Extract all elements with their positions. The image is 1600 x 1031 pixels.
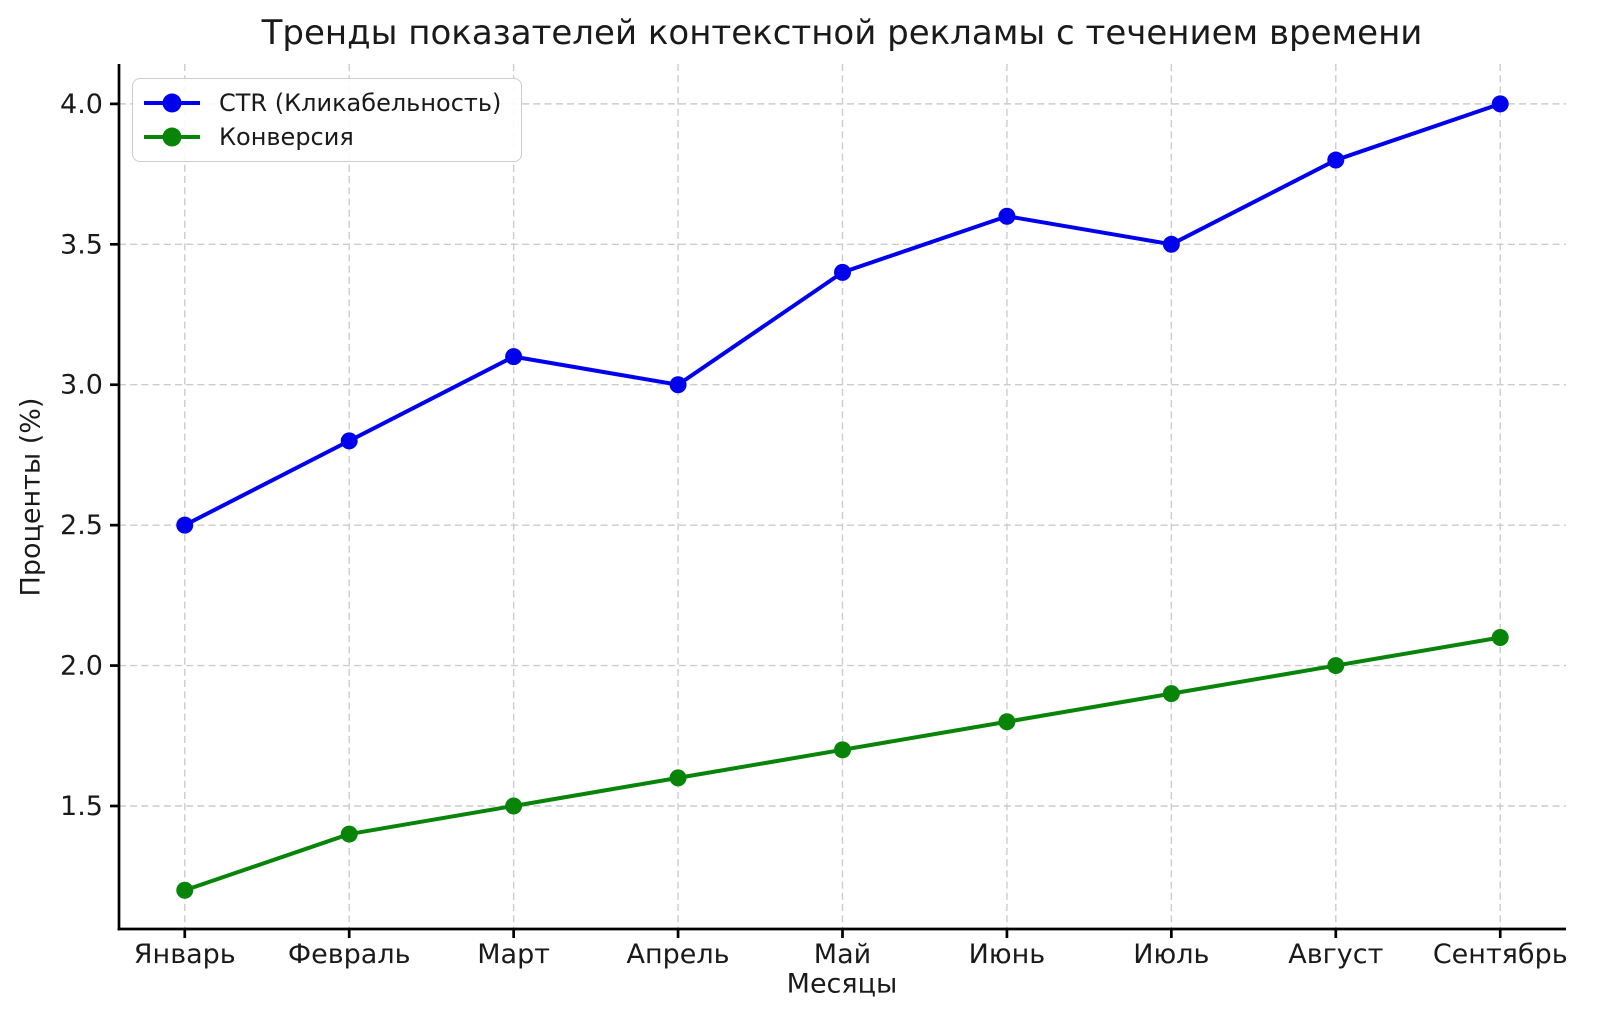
data-point	[1491, 628, 1509, 646]
x-axis-label: Месяцы	[786, 968, 898, 1000]
data-point	[1327, 151, 1345, 169]
legend-line-marker-icon	[144, 93, 200, 113]
y-tick-label: 3.0	[60, 370, 103, 401]
legend-item: Конверсия	[141, 122, 501, 152]
legend-label: Конверсия	[219, 123, 354, 151]
data-point	[1162, 235, 1180, 253]
data-point	[176, 516, 194, 534]
y-tick-label: 2.0	[60, 651, 103, 682]
legend: CTR (Кликабельность) Конверсия	[132, 78, 523, 162]
y-tick-label: 1.5	[60, 791, 103, 822]
x-tick-label: Июль	[1133, 939, 1209, 970]
y-axis-label: Проценты (%)	[15, 397, 47, 597]
data-point	[834, 741, 851, 759]
data-point	[669, 376, 687, 394]
legend-label: CTR (Кликабельность)	[219, 89, 502, 117]
x-tick-label: Март	[477, 939, 550, 970]
data-point	[340, 432, 358, 450]
x-tick-label: Июнь	[969, 939, 1046, 970]
x-tick-label: Апрель	[627, 939, 730, 970]
data-point	[176, 881, 194, 899]
y-tick-label: 2.5	[60, 510, 103, 541]
x-tick-label: Февраль	[288, 939, 411, 970]
data-point	[1491, 95, 1509, 113]
data-point	[998, 207, 1016, 225]
legend-item: CTR (Кликабельность)	[141, 88, 501, 118]
data-point	[669, 769, 687, 787]
y-tick-label: 4.0	[60, 89, 103, 120]
legend-line-marker-icon	[144, 127, 200, 147]
data-point	[998, 713, 1016, 731]
data-point	[505, 348, 523, 366]
chart-title: Тренды показателей контекстной рекламы с…	[261, 13, 1423, 53]
x-tick-label: Май	[814, 939, 871, 970]
x-tick-label: Август	[1288, 939, 1383, 970]
data-point	[1327, 657, 1345, 675]
data-point	[834, 263, 851, 281]
y-tick-label: 3.5	[60, 229, 103, 260]
data-point	[340, 825, 358, 843]
x-tick-label: Сентябрь	[1433, 939, 1568, 970]
data-point	[1162, 685, 1180, 703]
x-tick-label: Январь	[134, 939, 236, 970]
data-point	[505, 797, 523, 815]
